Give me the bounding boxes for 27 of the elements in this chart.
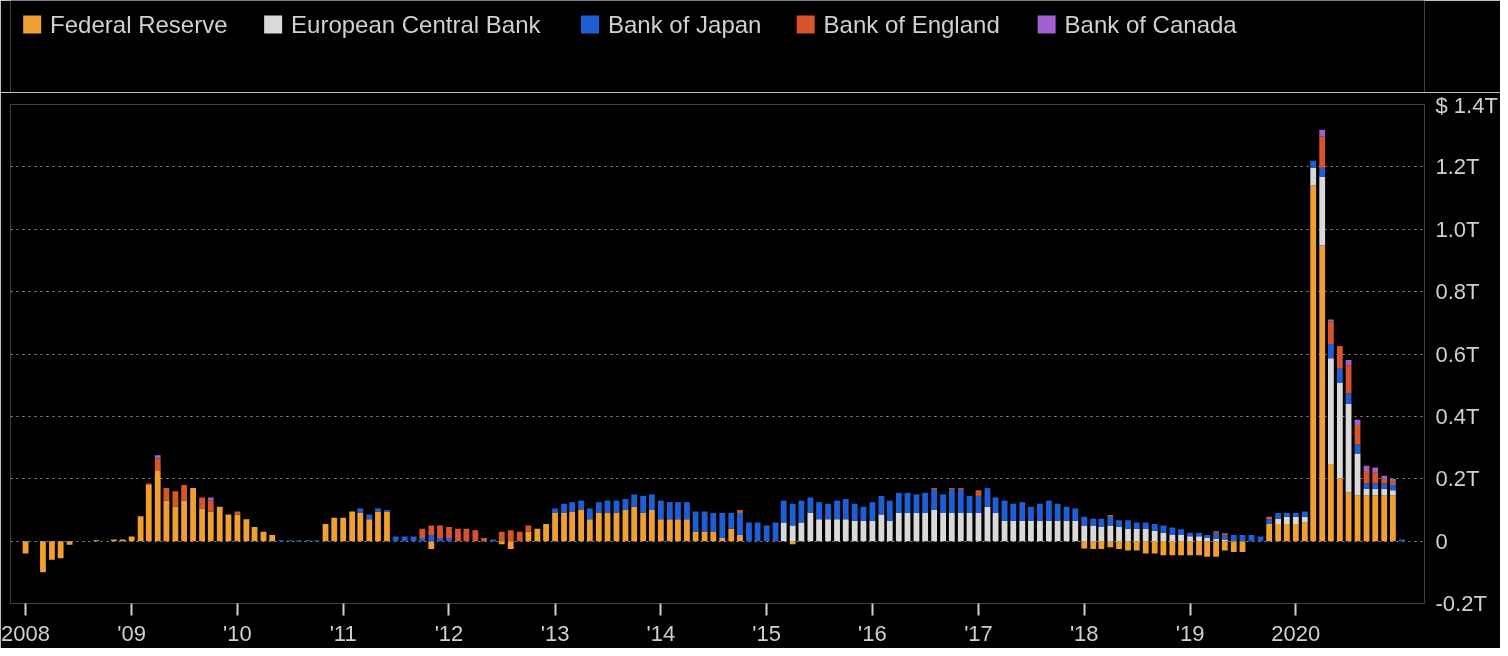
y-tick-label: 1.2T — [1435, 154, 1480, 180]
x-tick-label: '16 — [858, 620, 887, 646]
x-tick-label: '14 — [646, 620, 676, 646]
x-tick-label: '17 — [964, 620, 993, 646]
x-tick-label: '19 — [1175, 620, 1205, 646]
y-tick-label: $ 1.4T — [1435, 92, 1498, 118]
legend-label: Federal Reserve — [50, 11, 228, 38]
x-tick-label: '09 — [117, 620, 146, 646]
legend-label: Bank of England — [823, 11, 1000, 38]
x-tick-label: 2008 — [1, 620, 51, 646]
legend-label: European Central Bank — [291, 11, 542, 38]
x-tick-label: '12 — [434, 620, 464, 646]
y-tick-label: 1.0T — [1435, 216, 1480, 242]
y-tick-label: 0.8T — [1435, 279, 1480, 305]
x-tick-label: '15 — [752, 620, 781, 646]
x-tick-label: '11 — [329, 620, 357, 646]
legend-label: Bank of Japan — [608, 11, 762, 38]
y-tick-label: -0.2T — [1435, 591, 1487, 616]
y-tick-label: 0.4T — [1435, 403, 1480, 429]
y-tick-label: 0 — [1435, 528, 1448, 554]
x-tick-label: '18 — [1069, 620, 1099, 646]
legend-label: Bank of Canada — [1064, 11, 1238, 38]
x-tick-label: '13 — [540, 620, 570, 646]
x-tick-label: '10 — [223, 620, 252, 646]
y-tick-label: 0.6T — [1435, 341, 1480, 367]
y-tick-label: 0.2T — [1435, 466, 1480, 492]
x-tick-label: 2020 — [1271, 620, 1321, 646]
